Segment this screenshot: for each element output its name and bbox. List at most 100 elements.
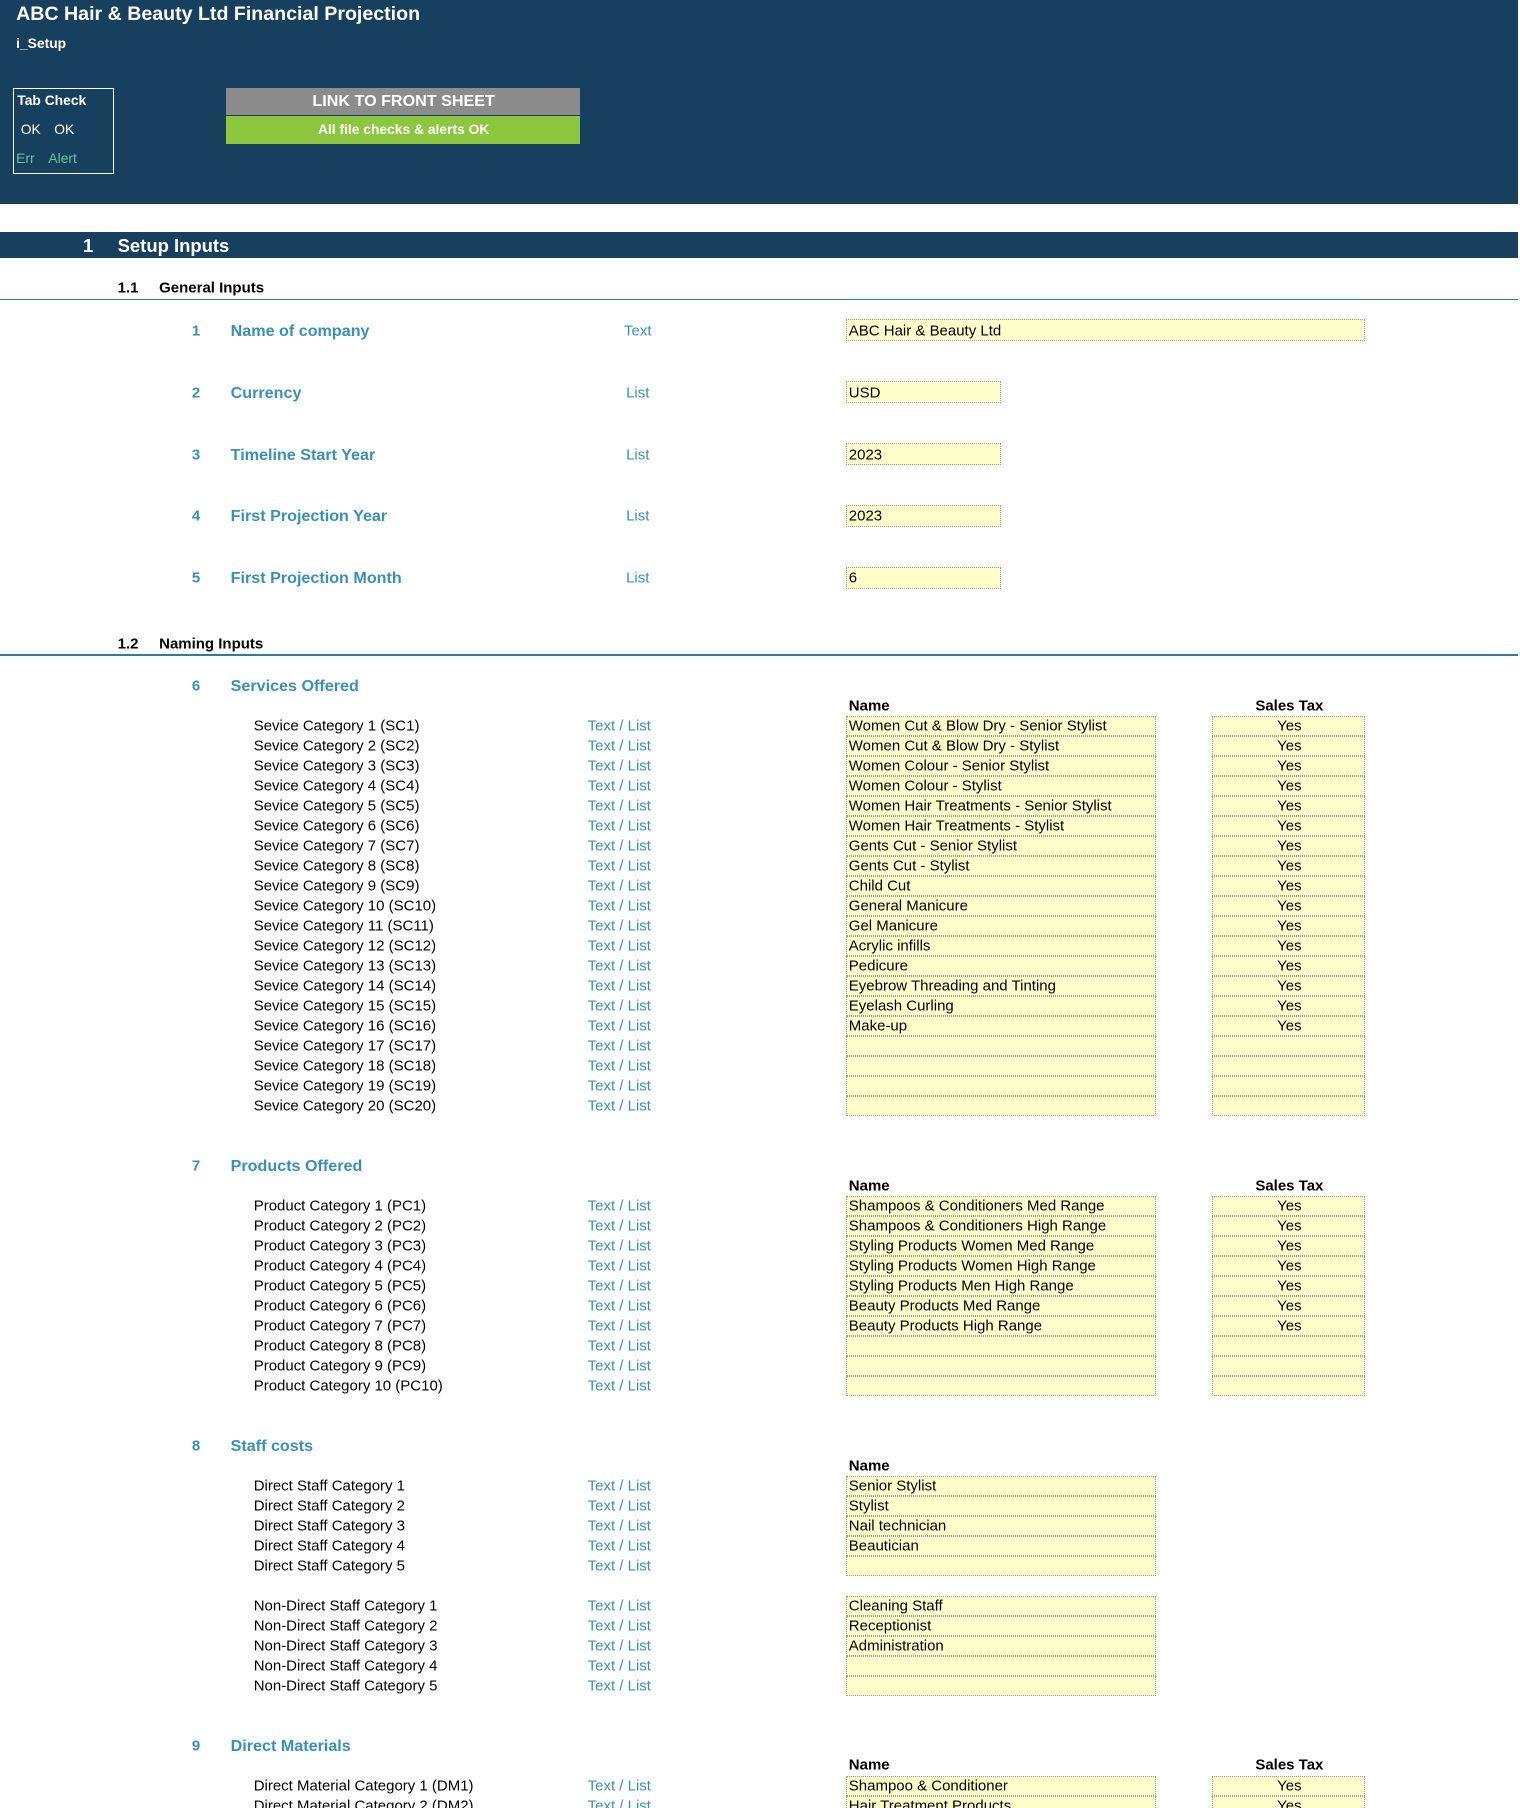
name-value: General Manicure	[848, 897, 968, 915]
name-cell	[846, 1235, 1156, 1256]
input-value: ABC Hair & Beauty Ltd	[848, 322, 1002, 340]
name-value: Styling Products Women High Range	[848, 1257, 1096, 1275]
row-label: Non-Direct Staff Category 4	[253, 1657, 438, 1675]
name-cell	[846, 1096, 1156, 1117]
tax-cell	[1212, 1215, 1366, 1236]
row-type: Text / List	[587, 1597, 651, 1615]
name-cell	[846, 1775, 1156, 1796]
input-cell	[846, 566, 1002, 589]
tax-cell	[1212, 956, 1366, 977]
section-bar	[0, 231, 1518, 259]
row-type: Text / List	[587, 717, 651, 735]
link-button[interactable]	[226, 87, 581, 116]
link-button-label[interactable]: LINK TO FRONT SHEET	[312, 92, 495, 111]
tax-cell	[1212, 1195, 1366, 1216]
name-value: Make-up	[848, 1017, 908, 1035]
name-cell	[846, 1275, 1156, 1296]
row-label: Sevice Category 4 (SC4)	[253, 777, 420, 795]
item-number: 4	[191, 507, 201, 525]
tax-cell	[1212, 1335, 1366, 1356]
row-type: Text / List	[587, 1297, 651, 1315]
tax-cell	[1212, 1076, 1366, 1097]
group-title: Products Offered	[230, 1157, 363, 1176]
row-label: Sevice Category 15 (SC15)	[253, 997, 437, 1015]
row-type: Text / List	[587, 1657, 651, 1675]
tax-value: Yes	[1277, 1197, 1302, 1215]
tax-value: Yes	[1277, 1237, 1302, 1255]
tax-cell	[1212, 996, 1366, 1017]
tax-value: Yes	[1277, 1217, 1302, 1235]
name-cell	[846, 1036, 1156, 1057]
name-value: Eyelash Curling	[848, 997, 954, 1015]
tab-check-status: OK	[20, 121, 41, 138]
row-label: Product Category 7 (PC7)	[253, 1317, 427, 1335]
tax-cell	[1212, 1795, 1366, 1808]
subsection-title: Naming Inputs	[159, 635, 264, 653]
row-label: Product Category 6 (PC6)	[253, 1297, 427, 1315]
name-cell	[846, 1555, 1156, 1576]
item-type: List	[626, 569, 650, 587]
tax-cell	[1212, 1295, 1366, 1316]
tax-cell	[1212, 836, 1366, 857]
row-label: Direct Staff Category 1	[253, 1477, 406, 1495]
name-cell	[846, 896, 1156, 917]
name-cell	[846, 1375, 1156, 1396]
group-title: Staff costs	[230, 1436, 314, 1455]
name-cell	[846, 976, 1156, 997]
row-type: Text / List	[587, 957, 651, 975]
name-cell	[846, 1675, 1156, 1696]
name-cell	[846, 1655, 1156, 1676]
row-label: Sevice Category 8 (SC8)	[253, 857, 420, 875]
row-label: Direct Material Category 2 (DM2)	[253, 1797, 474, 1808]
row-type: Text / List	[587, 1557, 651, 1575]
name-value: Eyebrow Threading and Tinting	[848, 977, 1056, 995]
subsection-number: 1.2	[117, 635, 139, 653]
row-type: Text / List	[587, 837, 651, 855]
tax-value: Yes	[1277, 917, 1302, 935]
row-label: Sevice Category 20 (SC20)	[253, 1097, 437, 1115]
name-value: Beautician	[848, 1537, 919, 1555]
name-cell	[846, 1215, 1156, 1236]
row-type: Text / List	[587, 877, 651, 895]
row-type: Text / List	[587, 997, 651, 1015]
tax-cell	[1212, 1255, 1366, 1276]
row-type: Text / List	[587, 1217, 651, 1235]
tax-value: Yes	[1277, 757, 1302, 775]
tax-cell	[1212, 1355, 1366, 1376]
tax-value: Yes	[1277, 877, 1302, 895]
tax-value: Yes	[1277, 857, 1302, 875]
row-type: Text / List	[587, 1777, 651, 1795]
row-type: Text / List	[587, 1097, 651, 1115]
name-value: Beauty Products Med Range	[848, 1297, 1041, 1315]
row-type: Text / List	[587, 1517, 651, 1535]
row-type: Text / List	[587, 1197, 651, 1215]
tab-check-status: OK	[54, 121, 75, 138]
tab-check-title: Tab Check	[17, 92, 87, 109]
row-type: Text / List	[587, 1797, 651, 1808]
subsection-title: General Inputs	[159, 279, 265, 297]
name-cell	[846, 1495, 1156, 1516]
tax-value: Yes	[1277, 1317, 1302, 1335]
name-cell	[846, 1615, 1156, 1636]
name-cell	[846, 956, 1156, 977]
name-value: Receptionist	[848, 1617, 932, 1635]
name-cell	[846, 996, 1156, 1017]
row-label: Product Category 2 (PC2)	[253, 1217, 427, 1235]
name-value: Styling Products Women Med Range	[848, 1237, 1095, 1255]
tax-cell	[1212, 876, 1366, 897]
row-type: Text / List	[587, 937, 651, 955]
group-title: Services Offered	[230, 677, 359, 696]
row-label: Product Category 10 (PC10)	[253, 1377, 443, 1395]
name-value: Senior Stylist	[848, 1477, 937, 1495]
row-label: Sevice Category 19 (SC19)	[253, 1077, 437, 1095]
row-label: Sevice Category 11 (SC11)	[253, 917, 434, 935]
input-value: 2023	[848, 507, 883, 525]
tax-value: Yes	[1277, 977, 1302, 995]
name-cell	[846, 735, 1156, 756]
tax-cell	[1212, 1315, 1366, 1336]
tax-cell	[1212, 916, 1366, 937]
row-label: Sevice Category 1 (SC1)	[253, 717, 420, 735]
name-value: Styling Products Men High Range	[848, 1277, 1074, 1295]
tax-value: Yes	[1277, 1797, 1302, 1808]
row-label: Direct Staff Category 3	[253, 1517, 406, 1535]
